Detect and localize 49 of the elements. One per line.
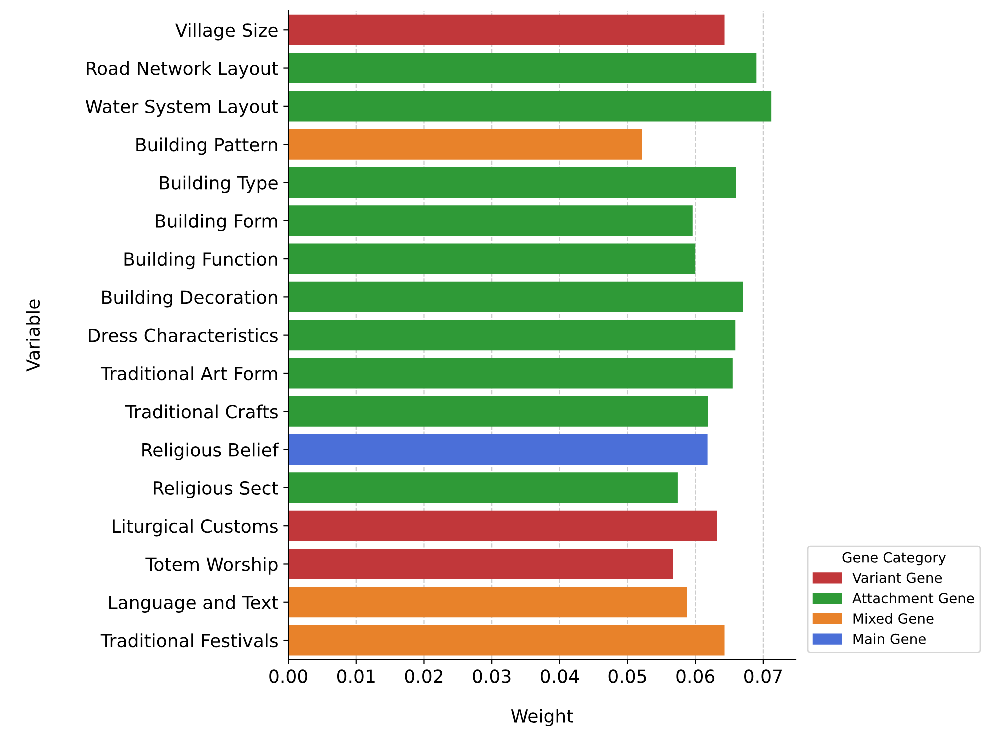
y-tick-label: Building Type <box>160 176 278 194</box>
bar <box>288 14 725 46</box>
y-tick-label: Totem Worship <box>146 557 278 575</box>
x-tick-label: 0.07 <box>744 670 782 684</box>
y-tick-label: Water System Layout <box>86 100 278 118</box>
bar <box>288 396 708 427</box>
bar <box>288 53 757 84</box>
y-tick-label: Village Size <box>176 23 278 41</box>
bar <box>288 129 642 160</box>
bar <box>288 206 693 236</box>
bar <box>288 587 688 618</box>
x-tick-label: 0.04 <box>541 670 579 684</box>
x-tick-label: 0.00 <box>270 670 308 684</box>
bar <box>288 282 744 312</box>
bar <box>288 320 736 351</box>
legend-label: Attachment Gene <box>852 592 974 604</box>
bar <box>288 548 674 580</box>
y-tick-label: Dress Characteristics <box>89 328 278 342</box>
bar <box>288 358 733 389</box>
y-tick-label: Building Function <box>124 252 278 270</box>
x-axis-title: Weight <box>511 709 574 727</box>
y-tick-label: Liturgical Customs <box>113 519 278 537</box>
x-tick-label: 0.01 <box>337 670 375 684</box>
bar <box>288 91 772 122</box>
y-tick-label: Building Form <box>156 214 278 232</box>
x-tick-label: 0.05 <box>608 670 646 684</box>
bar <box>288 434 708 466</box>
y-tick-label: Religious Sect <box>154 481 278 499</box>
legend-title: Gene Category <box>842 552 946 566</box>
y-tick-label: Building Pattern <box>136 138 278 156</box>
y-tick-label: Traditional Art Form <box>100 366 278 381</box>
legend-label: Variant Gene <box>852 572 942 584</box>
bar <box>288 510 718 542</box>
bar <box>288 472 678 504</box>
x-tick-label: 0.02 <box>405 670 443 684</box>
bar <box>288 244 696 274</box>
y-tick-label: Language and Text <box>110 596 278 614</box>
y-tick-label: Traditional Festivals <box>100 634 278 648</box>
y-tick-label: Road Network Layout <box>87 61 278 79</box>
x-tick-label: 0.06 <box>676 670 715 684</box>
legend-label: Main Gene <box>854 634 926 644</box>
legend-label: Mixed Gene <box>854 613 934 624</box>
y-tick-label: Building Decoration <box>102 290 278 308</box>
y-tick-label: Religious Belief <box>142 442 280 460</box>
y-axis-title: Variable <box>26 300 40 372</box>
x-tick-label: 0.03 <box>473 670 511 684</box>
bar <box>288 625 725 656</box>
bar <box>288 167 736 198</box>
y-tick-label: Traditional Crafts <box>125 404 278 419</box>
